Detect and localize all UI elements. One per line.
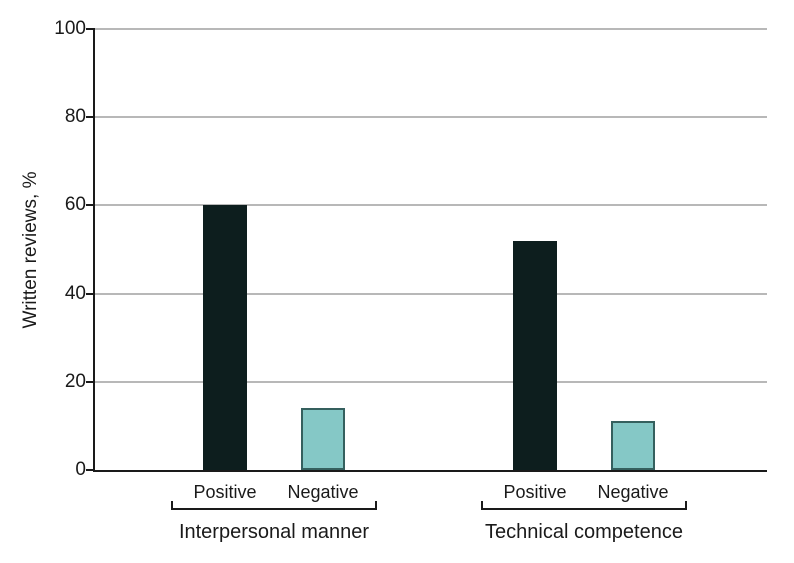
gridline-y-20	[94, 380, 767, 383]
y-axis-tick-label-0: 0	[75, 459, 86, 480]
category-label-interpersonal-manner: Interpersonal manner	[178, 521, 370, 543]
gridline-y-100	[94, 28, 767, 30]
x-axis-line	[93, 470, 767, 472]
y-axis-tick-40	[86, 292, 94, 295]
y-axis-tick-100	[86, 28, 94, 30]
y-axis-tick-label-40: 40	[64, 282, 86, 304]
gridline-y-60	[94, 204, 767, 207]
bar-technical-competence-positive	[513, 240, 557, 470]
bar-technical-competence-negative	[611, 421, 655, 470]
bar-label-interpersonal-manner-positive: Positive	[193, 482, 257, 502]
y-axis-tick-label-60: 60	[64, 194, 86, 216]
group-bracket-technical-competence	[481, 501, 687, 510]
bar-label-interpersonal-manner-negative: Negative	[287, 482, 359, 502]
bar-label-technical-competence-positive: Positive	[503, 482, 567, 502]
bar-label-technical-competence-negative: Negative	[597, 482, 669, 502]
gridline-y-40	[94, 292, 767, 295]
y-axis-tick-0	[86, 469, 94, 471]
category-label-technical-competence: Technical competence	[485, 521, 683, 543]
y-axis-line	[93, 28, 95, 471]
bar-interpersonal-manner-positive	[203, 205, 247, 470]
gridline-y-80	[94, 116, 767, 119]
y-axis-tick-60	[86, 204, 94, 207]
y-axis-tick-label-100: 100	[54, 18, 86, 39]
y-axis-tick-80	[86, 116, 94, 119]
y-axis-tick-label-20: 20	[64, 370, 86, 392]
y-axis-tick-20	[86, 380, 94, 383]
y-axis-tick-label-80: 80	[64, 106, 86, 128]
group-bracket-interpersonal-manner	[171, 501, 377, 510]
bar-interpersonal-manner-negative	[301, 408, 345, 470]
